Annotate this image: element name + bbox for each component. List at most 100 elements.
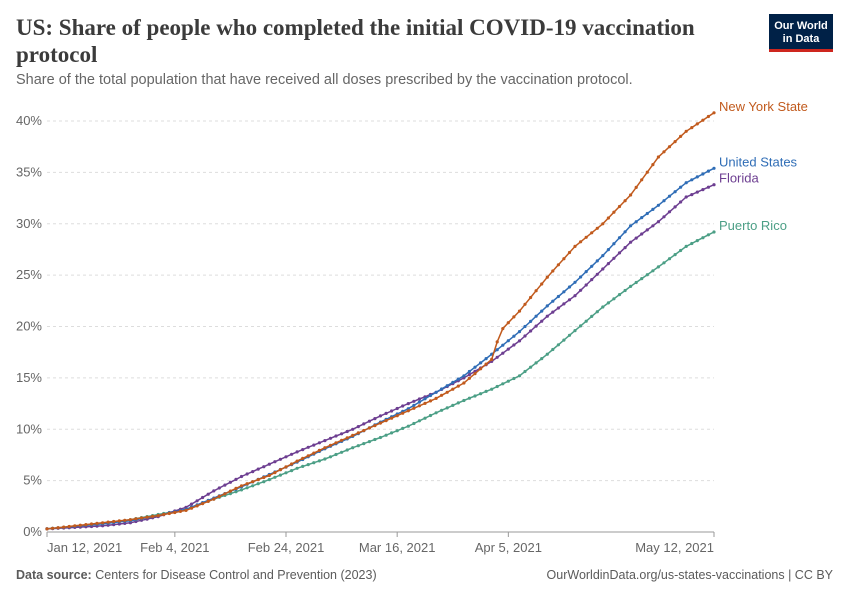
data-point[interactable] <box>417 419 421 423</box>
data-point[interactable] <box>284 471 288 475</box>
data-point[interactable] <box>556 306 561 310</box>
data-point[interactable] <box>290 452 294 456</box>
data-point[interactable] <box>595 259 599 263</box>
data-point[interactable] <box>84 523 88 527</box>
data-point[interactable] <box>690 193 694 197</box>
data-point[interactable] <box>690 241 694 246</box>
data-point[interactable] <box>523 302 527 306</box>
data-point[interactable] <box>206 499 210 503</box>
footer-link[interactable]: OurWorldinData.org/us-states-vaccination… <box>546 568 833 582</box>
data-point[interactable] <box>306 445 310 449</box>
data-point[interactable] <box>445 390 449 394</box>
data-point[interactable] <box>362 442 366 446</box>
data-point[interactable] <box>390 431 394 435</box>
data-point[interactable] <box>428 413 433 418</box>
data-point[interactable] <box>601 222 605 226</box>
data-point[interactable] <box>228 492 232 496</box>
data-point[interactable] <box>512 376 516 381</box>
data-point[interactable] <box>467 373 471 377</box>
data-point[interactable] <box>106 520 110 524</box>
series-line-new-york-state[interactable] <box>46 112 715 530</box>
data-point[interactable] <box>195 504 199 508</box>
data-point[interactable] <box>223 492 227 496</box>
data-point[interactable] <box>401 411 405 415</box>
data-point[interactable] <box>384 419 388 423</box>
data-point[interactable] <box>651 163 655 167</box>
data-point[interactable] <box>529 295 533 300</box>
data-point[interactable] <box>445 384 449 388</box>
data-point[interactable] <box>212 497 216 501</box>
data-point[interactable] <box>306 454 310 458</box>
data-point[interactable] <box>651 207 655 211</box>
data-point[interactable] <box>351 427 355 431</box>
data-point[interactable] <box>245 482 249 486</box>
data-point[interactable] <box>612 297 616 301</box>
data-point[interactable] <box>706 114 711 119</box>
data-point[interactable] <box>562 257 566 261</box>
data-point[interactable] <box>262 480 266 484</box>
data-point[interactable] <box>406 409 410 413</box>
data-point[interactable] <box>556 343 561 347</box>
data-point[interactable] <box>523 369 527 374</box>
series-florida[interactable] <box>45 183 716 531</box>
data-point[interactable] <box>245 486 249 490</box>
data-point[interactable] <box>556 263 561 267</box>
series-new-york-state[interactable] <box>45 111 716 531</box>
data-point[interactable] <box>684 244 688 248</box>
data-point[interactable] <box>617 293 622 297</box>
data-point[interactable] <box>301 464 305 468</box>
data-point[interactable] <box>217 494 221 498</box>
data-point[interactable] <box>445 406 449 410</box>
series-line-puerto-rico[interactable] <box>46 231 715 530</box>
data-point[interactable] <box>345 429 349 434</box>
data-point[interactable] <box>606 216 611 220</box>
data-point[interactable] <box>412 406 416 410</box>
data-point[interactable] <box>428 399 433 403</box>
data-point[interactable] <box>667 194 672 198</box>
data-point[interactable] <box>595 310 599 314</box>
data-point[interactable] <box>451 380 455 384</box>
data-point[interactable] <box>251 484 255 488</box>
data-point[interactable] <box>601 305 605 309</box>
data-point[interactable] <box>617 251 622 255</box>
data-point[interactable] <box>401 426 405 430</box>
data-point[interactable] <box>662 199 666 203</box>
data-point[interactable] <box>573 244 577 248</box>
data-point[interactable] <box>606 248 611 252</box>
data-point[interactable] <box>567 333 572 337</box>
data-point[interactable] <box>551 310 555 314</box>
data-point[interactable] <box>412 421 416 426</box>
data-point[interactable] <box>640 232 644 236</box>
data-point[interactable] <box>506 379 510 383</box>
data-point[interactable] <box>501 327 505 331</box>
data-point[interactable] <box>273 475 277 479</box>
data-point[interactable] <box>512 315 516 319</box>
data-point[interactable] <box>501 382 505 386</box>
data-point[interactable] <box>695 190 699 194</box>
data-point[interactable] <box>334 434 338 438</box>
data-point[interactable] <box>390 416 394 420</box>
data-point[interactable] <box>640 216 644 220</box>
data-point[interactable] <box>417 397 421 401</box>
data-point[interactable] <box>406 402 410 406</box>
data-point[interactable] <box>323 446 327 450</box>
data-point[interactable] <box>645 211 649 216</box>
data-point[interactable] <box>228 489 232 493</box>
data-point[interactable] <box>251 470 255 474</box>
data-point[interactable] <box>662 215 666 219</box>
data-point[interactable] <box>517 309 522 313</box>
data-point[interactable] <box>695 122 699 126</box>
data-point[interactable] <box>673 205 677 209</box>
data-point[interactable] <box>334 452 338 457</box>
data-point[interactable] <box>684 181 688 185</box>
data-point[interactable] <box>384 433 388 437</box>
data-point[interactable] <box>217 486 221 490</box>
data-point[interactable] <box>567 250 572 255</box>
data-point[interactable] <box>123 518 127 522</box>
data-point[interactable] <box>584 270 588 274</box>
data-point[interactable] <box>484 357 488 361</box>
data-point[interactable] <box>440 387 444 391</box>
data-point[interactable] <box>456 401 460 405</box>
data-point[interactable] <box>567 285 572 289</box>
data-point[interactable] <box>273 460 277 464</box>
